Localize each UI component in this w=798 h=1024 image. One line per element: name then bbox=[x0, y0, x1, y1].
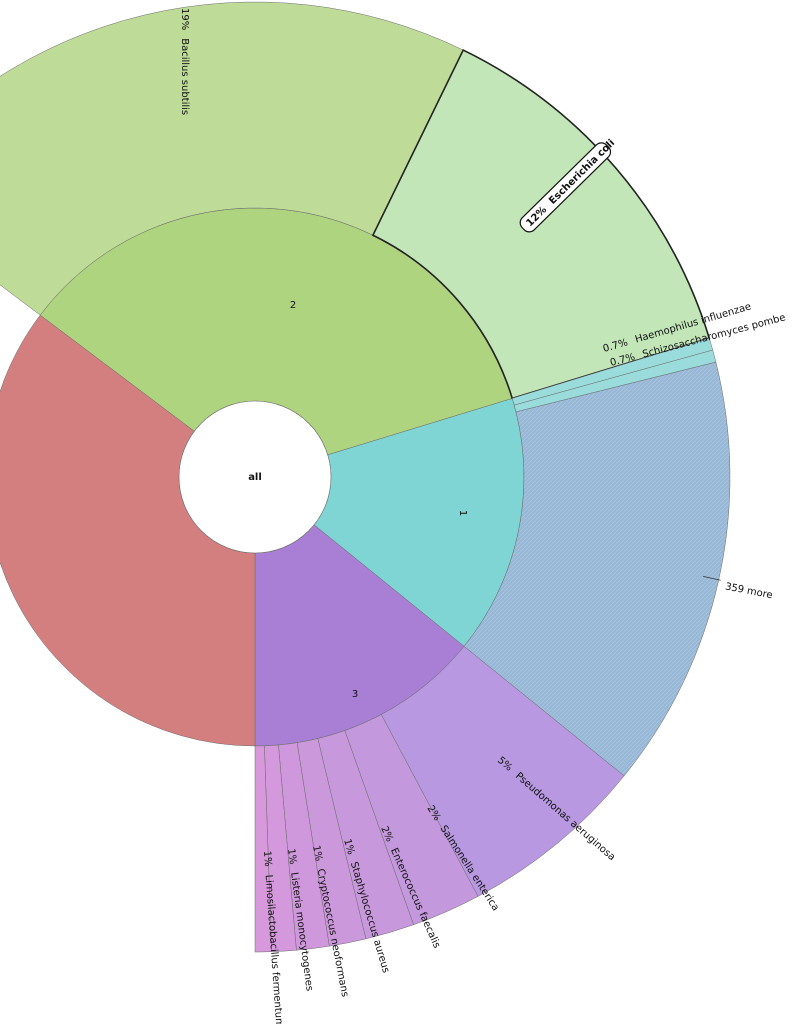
group-label-3: 3 bbox=[352, 689, 358, 700]
group-label-2: 2 bbox=[290, 300, 296, 311]
leaf-percent: 1% bbox=[261, 850, 273, 867]
leaf-wedge-359-more[interactable] bbox=[463, 361, 731, 777]
leaf-percent: 1% bbox=[341, 838, 356, 856]
selected-label-box bbox=[519, 142, 612, 233]
leaf-label-more: 359 more bbox=[724, 581, 773, 601]
leaf-wedge-bacillus-subtilis[interactable] bbox=[0, 1, 464, 316]
center-disk[interactable] bbox=[178, 400, 332, 554]
leader-line bbox=[703, 575, 721, 581]
leaf-percent: 1% bbox=[310, 844, 324, 862]
group-label-1: 1 bbox=[457, 510, 468, 516]
leaf-name: Bacillus subtilis bbox=[179, 38, 190, 115]
leaf-wedge-escherichia-coli[interactable] bbox=[371, 49, 711, 400]
leaf-percent: 1% bbox=[285, 848, 298, 865]
leaf-percent: 19% bbox=[179, 8, 190, 30]
leaf-label-bacillus-subtilis: 19% Bacillus subtilis bbox=[179, 8, 190, 115]
leaf-wedge-limosilactobacillus-fermentum[interactable] bbox=[254, 745, 272, 953]
center-label: all bbox=[248, 472, 262, 483]
